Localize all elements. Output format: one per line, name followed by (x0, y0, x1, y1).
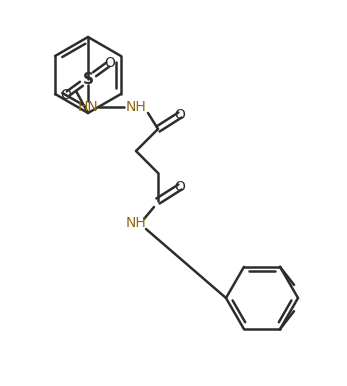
Text: O: O (175, 180, 185, 194)
Text: NH: NH (126, 100, 146, 114)
Text: HN: HN (78, 100, 99, 114)
Text: S: S (83, 71, 93, 86)
Text: O: O (104, 56, 116, 70)
Text: NH: NH (126, 216, 146, 230)
Text: O: O (175, 108, 185, 122)
Text: O: O (61, 88, 71, 102)
